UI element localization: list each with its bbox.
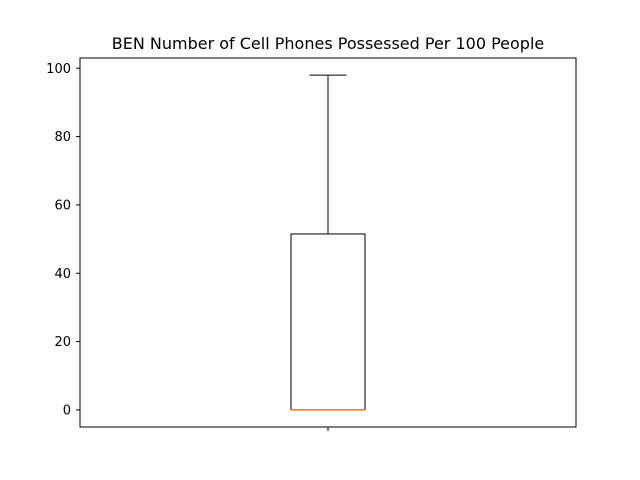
y-tick-label: 0 (63, 403, 71, 418)
y-tick-label: 80 (54, 130, 71, 145)
y-tick-label: 40 (54, 267, 71, 282)
y-tick-label: 20 (54, 335, 71, 350)
chart-title: BEN Number of Cell Phones Possessed Per … (112, 34, 545, 53)
y-tick-label: 60 (54, 198, 71, 213)
plot-area: 0 20 40 60 80 100 (46, 57, 577, 431)
y-tick-label: 100 (46, 62, 71, 77)
iqr-box (290, 233, 366, 411)
